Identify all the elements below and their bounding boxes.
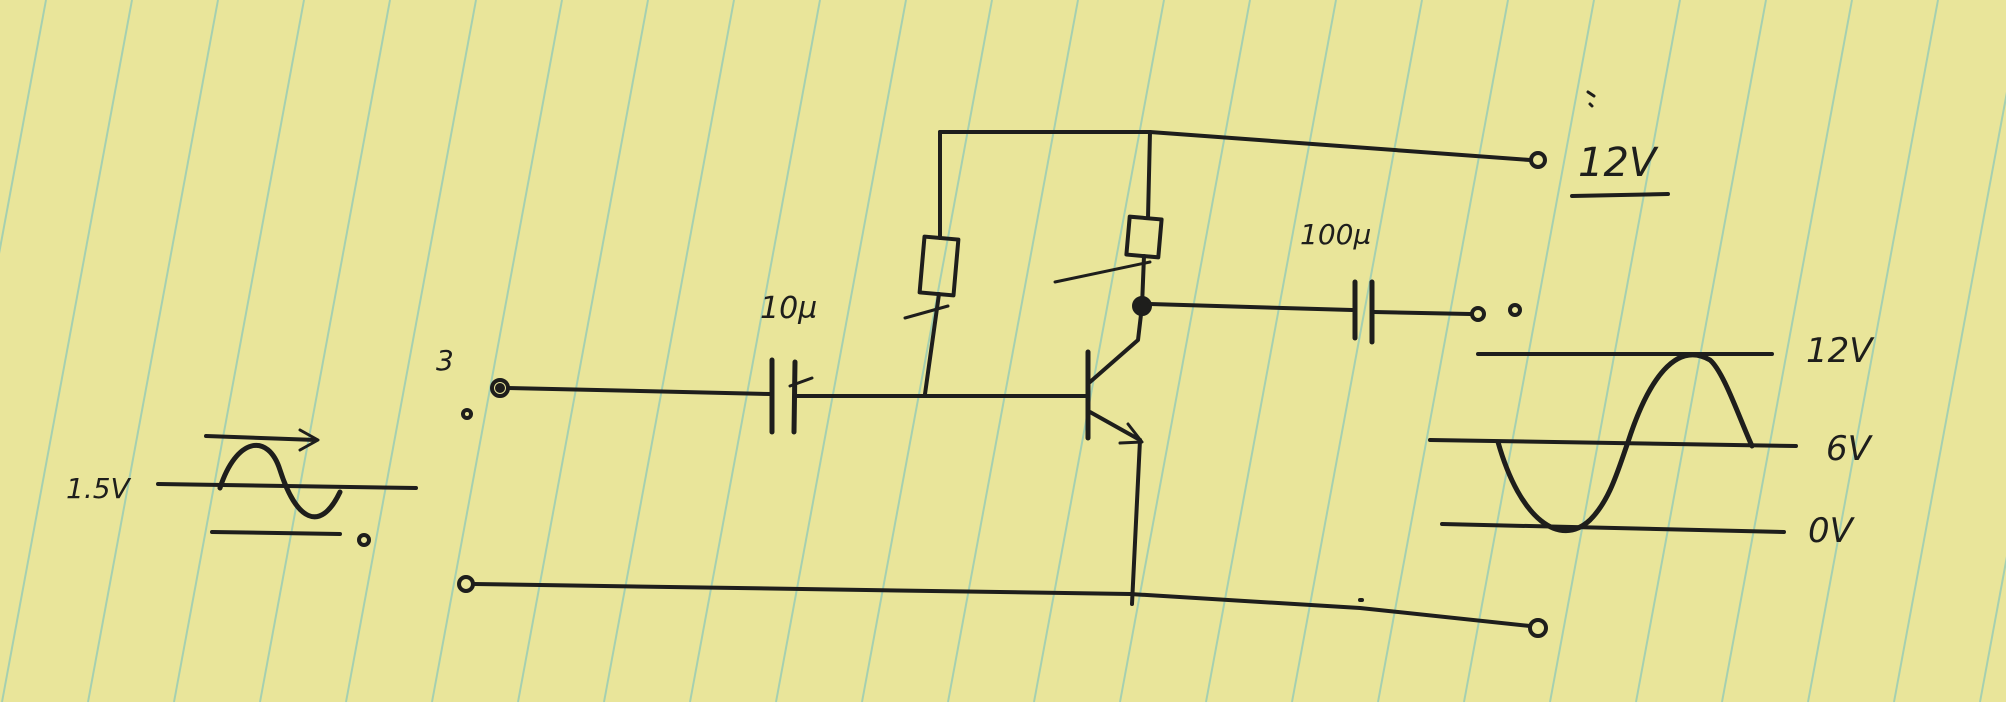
- output-wave-curve: [1495, 352, 1755, 533]
- input-wave-zero-mark: [357, 533, 371, 547]
- ground-right-terminal: [1528, 618, 1548, 638]
- notebook-rule-line: [1033, 0, 1165, 702]
- notebook-rule-line: [0, 0, 47, 254]
- input-capacitor-tick: [788, 376, 814, 388]
- supply-terminal: [1529, 151, 1547, 169]
- notebook-rule-line: [431, 0, 563, 702]
- input-wave-curve: [217, 442, 343, 520]
- supply-label-mark: [1586, 90, 1596, 108]
- ground-left-terminal: [457, 575, 475, 593]
- notebook-rule-line: [1291, 0, 1423, 702]
- bias-resistor: [917, 234, 961, 298]
- output-wire-left: [1148, 302, 1354, 312]
- output-terminal: [1470, 306, 1486, 322]
- supply-voltage-label: 12V: [1578, 140, 1659, 186]
- notebook-rule-line: [1549, 0, 1681, 702]
- input-waveform: [156, 428, 418, 547]
- ground-rail: [472, 582, 1532, 628]
- wave-top-label: 12V: [1806, 331, 1875, 371]
- output-wave-bottom-line: [1440, 522, 1786, 534]
- collector-resistor-tick: [1053, 260, 1152, 284]
- input-aux-dot: [461, 408, 473, 420]
- input-wave-top-bar: [204, 434, 318, 442]
- notebook-rule-line: [1893, 91, 2006, 702]
- collector-resistor-wire-top: [1146, 130, 1152, 220]
- transistor-emitter-lead: [1088, 410, 1142, 442]
- wave-bottom-label: 0V: [1808, 511, 1856, 551]
- bias-resistor-tick: [903, 304, 950, 320]
- notebook-rule-line: [947, 0, 1079, 702]
- notebook-rule-line: [345, 0, 477, 702]
- output-wire-right: [1372, 310, 1472, 316]
- output-wave-mid-line: [1428, 438, 1798, 448]
- notebook-rule-line: [1635, 0, 1767, 702]
- input-wire-left: [506, 386, 772, 396]
- notebook-rule-line: [1, 0, 133, 702]
- input-wave-bottom-bar: [210, 530, 342, 536]
- input-terminal-dot: [495, 383, 505, 393]
- notebook-rule-line: [87, 0, 219, 702]
- notebook-rule-line: [861, 0, 993, 702]
- notebook-rule-line: [689, 0, 821, 702]
- amplifier-circuit: [156, 90, 1798, 638]
- input-capacitor-label: 10µ: [760, 291, 817, 326]
- notebook-rule-line: [1463, 0, 1595, 702]
- input-amplitude-mark: 3: [436, 344, 454, 377]
- supply-label-underline: [1570, 192, 1670, 198]
- notebook-rule-line: [1119, 0, 1251, 702]
- collector-resistor: [1124, 214, 1164, 260]
- supply-rail: [938, 130, 1532, 162]
- output-waveform: [1428, 352, 1798, 534]
- transistor-collector-lead: [1088, 304, 1144, 384]
- notebook-rule-line: [1377, 0, 1509, 702]
- notebook-rule-line: [173, 0, 305, 702]
- notebook-rule-line: [603, 0, 735, 702]
- output-ground-terminal: [1508, 303, 1522, 317]
- transistor-emitter-arrow: [1118, 422, 1144, 445]
- notebook-rule-line: [517, 0, 649, 702]
- notebook-rule-line: [1979, 556, 2006, 702]
- notebook-rule-line: [1807, 0, 1939, 702]
- wave-mid-label: 6V: [1826, 429, 1874, 469]
- notebook-rule-line: [775, 0, 907, 702]
- output-capacitor-label: 100µ: [1300, 218, 1371, 251]
- input-low-mark: 0: [353, 547, 354, 549]
- input-bias-label: 1.5V: [66, 472, 132, 505]
- input-wave-arrow: [298, 428, 320, 452]
- notebook-rule-line: [1721, 0, 1853, 702]
- notebook-rule-line: [1205, 0, 1337, 702]
- emitter-wire: [1130, 438, 1142, 606]
- notebook-rule-line: [259, 0, 391, 702]
